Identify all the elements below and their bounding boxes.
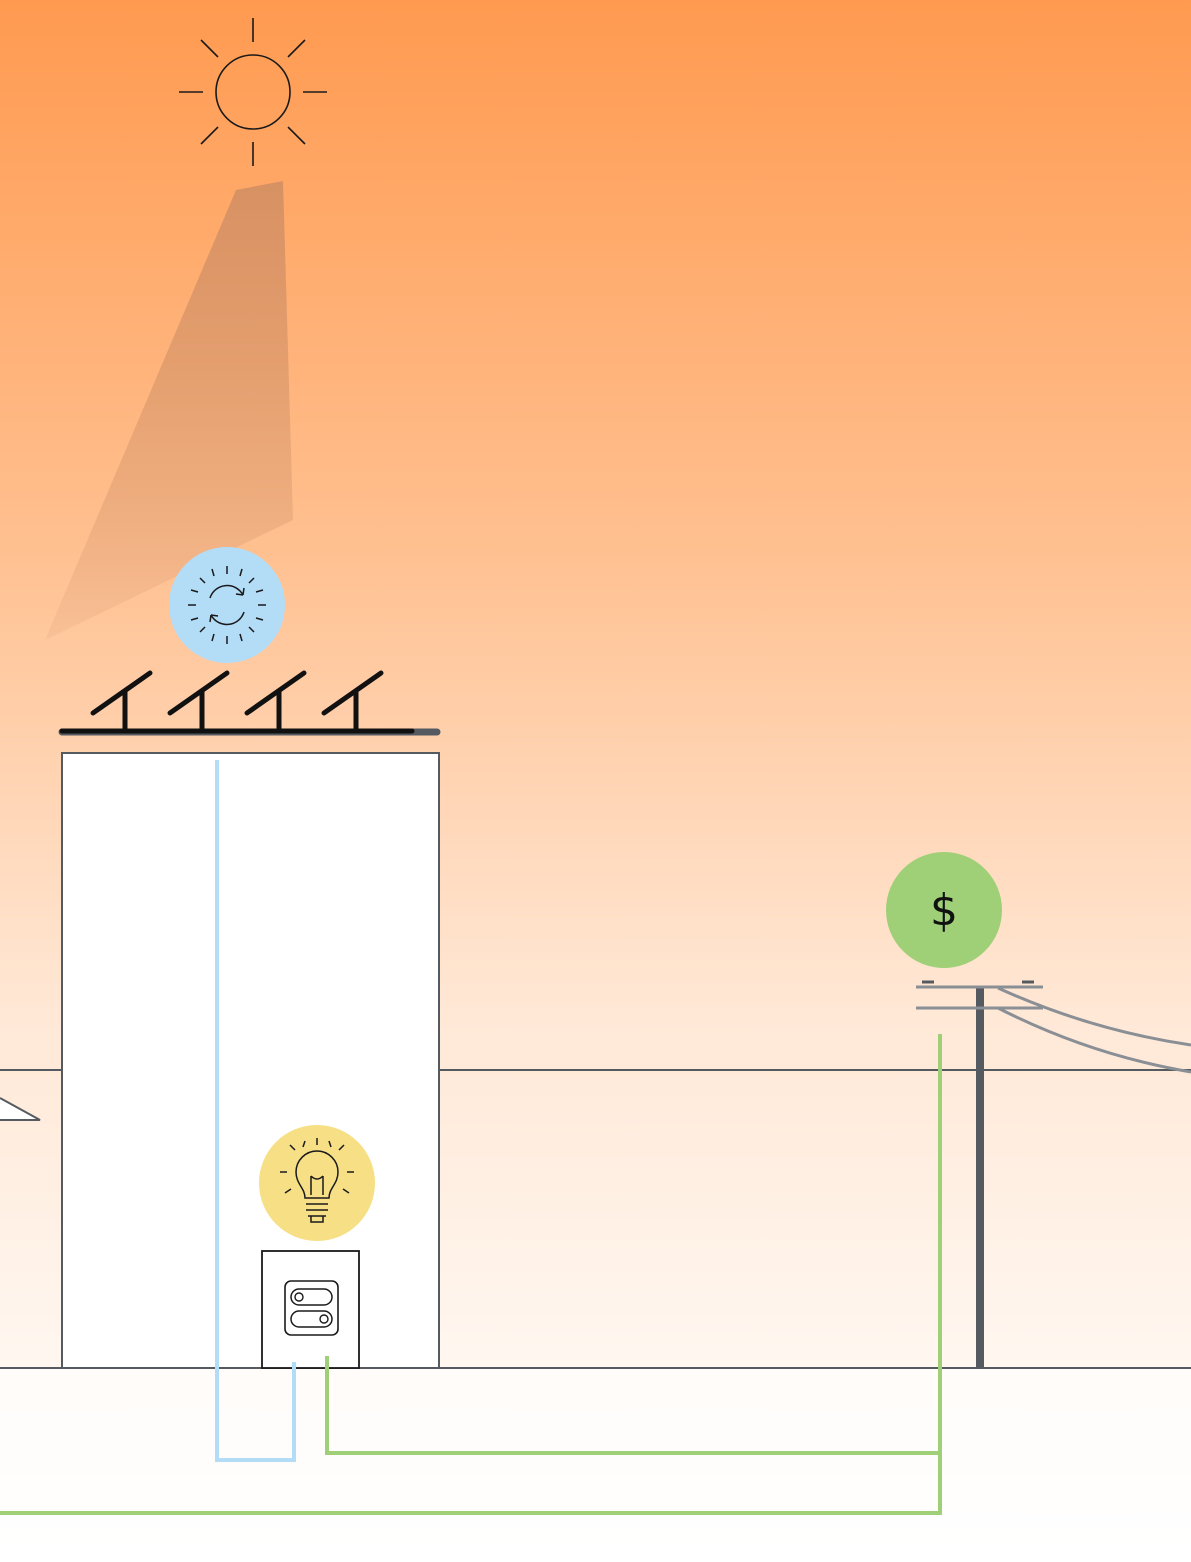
sunbeam bbox=[45, 181, 293, 640]
ground-area bbox=[0, 1369, 1191, 1562]
grid-return-line bbox=[0, 1034, 942, 1515]
sun-icon bbox=[179, 18, 327, 166]
utility-pole-icon bbox=[916, 980, 1191, 1368]
grid-connection-line bbox=[325, 1356, 940, 1455]
electric-meter-icon bbox=[261, 1250, 360, 1369]
bulb-badge bbox=[259, 1125, 375, 1241]
solar-badge bbox=[169, 547, 285, 663]
money-badge bbox=[886, 852, 1002, 968]
solar-power-line bbox=[215, 760, 296, 1462]
lightbulb-icon bbox=[280, 1138, 354, 1223]
offscreen-roof-edge bbox=[0, 1097, 41, 1121]
solar-cycle-icon bbox=[188, 566, 266, 644]
solar-panel-icon bbox=[90, 670, 384, 734]
house-body bbox=[61, 752, 440, 1369]
